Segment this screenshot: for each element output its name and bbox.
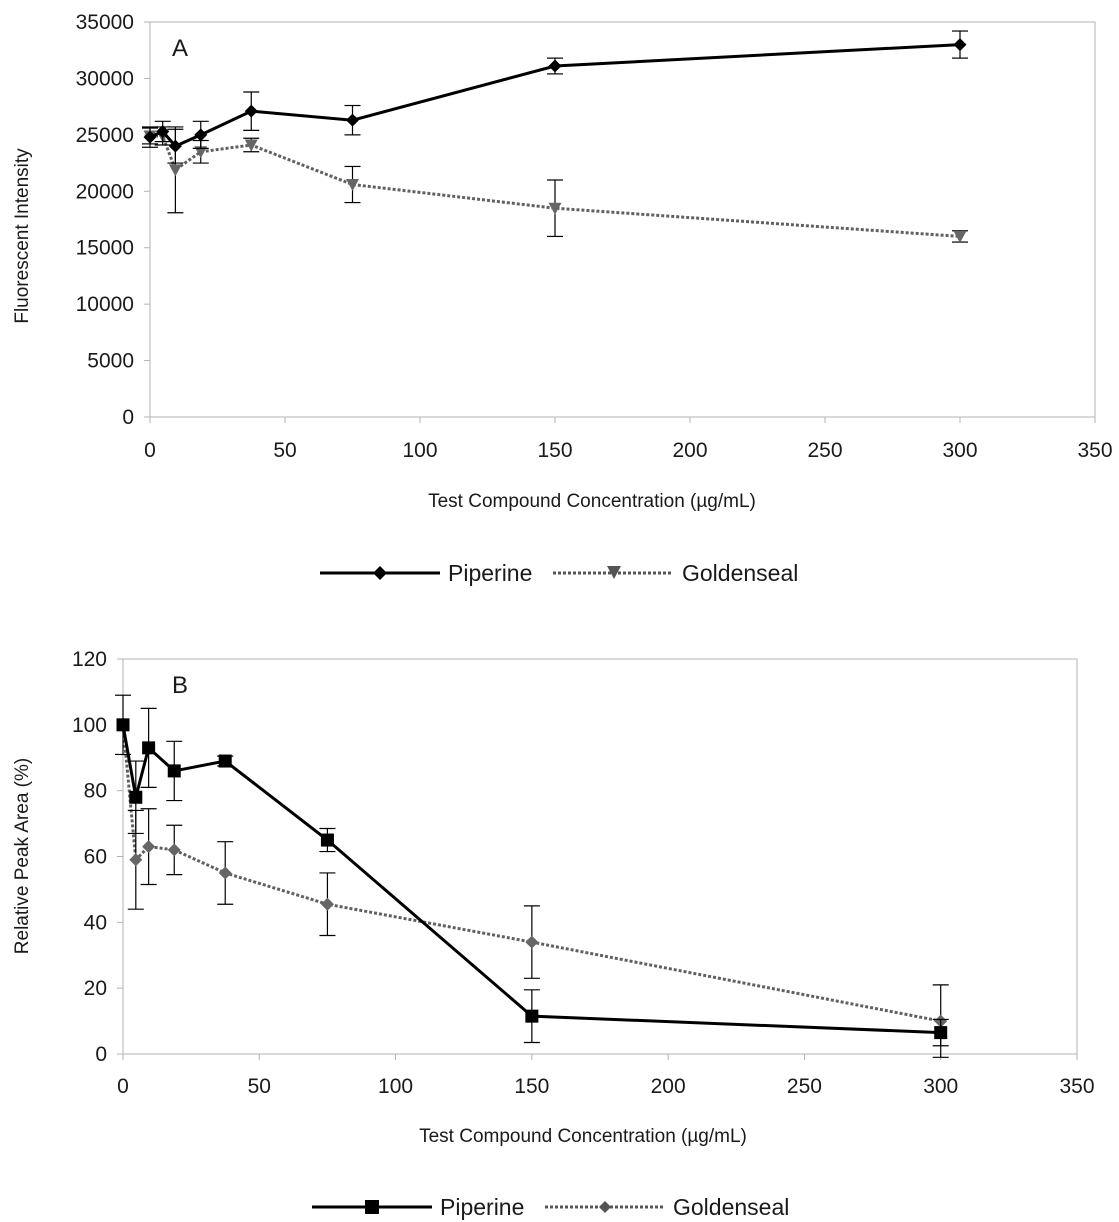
x-tick-label: 150 bbox=[514, 1075, 549, 1098]
y-tick-label: 25000 bbox=[76, 124, 134, 147]
data-point-piperine bbox=[525, 1009, 539, 1023]
y-axis-ticks: 0 20 40 60 80 100 120 bbox=[72, 648, 123, 1066]
y-tick-label: 40 bbox=[84, 911, 107, 934]
x-tick-label: 100 bbox=[378, 1075, 413, 1098]
x-axis-ticks: 0 50 100 150 200 250 300 350 bbox=[144, 417, 1113, 462]
plot-area-frame bbox=[122, 658, 1078, 1055]
y-tick-label: 0 bbox=[122, 406, 134, 429]
data-point-goldenseal bbox=[525, 935, 539, 949]
legend-label-piperine: Piperine bbox=[440, 1194, 524, 1220]
data-point-piperine bbox=[142, 741, 156, 755]
x-tick-label: 200 bbox=[672, 439, 707, 462]
data-point-goldenseal bbox=[346, 179, 359, 192]
data-point-goldenseal bbox=[244, 139, 258, 152]
y-axis-title: Fluorescent Intensity bbox=[12, 148, 33, 324]
data-point-piperine bbox=[194, 128, 208, 142]
legend-label-piperine: Piperine bbox=[448, 560, 532, 586]
x-tick-label: 100 bbox=[402, 439, 437, 462]
data-point-goldenseal bbox=[194, 146, 208, 159]
y-tick-label: 80 bbox=[84, 780, 107, 803]
x-tick-label: 0 bbox=[117, 1075, 129, 1098]
x-tick-label: 150 bbox=[537, 439, 572, 462]
x-tick-label: 350 bbox=[1077, 439, 1112, 462]
legend-marker-piperine bbox=[365, 1200, 379, 1214]
data-point-piperine bbox=[244, 104, 258, 118]
panel-label: A bbox=[172, 35, 188, 62]
data-point-goldenseal bbox=[548, 202, 562, 215]
data-point-piperine bbox=[129, 790, 143, 804]
data-point-piperine bbox=[156, 124, 170, 138]
data-point-goldenseal bbox=[320, 897, 334, 911]
y-tick-label: 30000 bbox=[76, 67, 134, 90]
data-point-piperine bbox=[320, 833, 334, 847]
chart-panel-b: B Relative Peak Area (%) Test Compound C… bbox=[12, 648, 1095, 1220]
series-line-goldenseal bbox=[150, 134, 961, 238]
series-line-piperine bbox=[121, 724, 941, 1035]
data-point-piperine bbox=[934, 1026, 948, 1040]
y-tick-label: 100 bbox=[72, 714, 107, 737]
data-point-goldenseal bbox=[167, 843, 181, 857]
x-tick-label: 0 bbox=[144, 439, 156, 462]
plot-area-frame bbox=[149, 21, 1096, 418]
legend-marker-goldenseal bbox=[599, 1201, 611, 1213]
x-tick-label: 350 bbox=[1059, 1075, 1094, 1098]
x-axis-ticks: 0 50 100 150 200 250 300 350 bbox=[117, 1054, 1095, 1098]
legend-marker-piperine bbox=[373, 566, 387, 580]
panel-label: B bbox=[172, 672, 188, 699]
x-axis-title: Test Compound Concentration (µg/mL) bbox=[428, 491, 756, 512]
x-tick-label: 200 bbox=[651, 1075, 686, 1098]
y-tick-label: 20 bbox=[84, 977, 107, 1000]
series-piperine bbox=[115, 694, 949, 1047]
y-axis-title: Relative Peak Area (%) bbox=[12, 758, 33, 954]
data-point-piperine bbox=[167, 764, 181, 778]
y-tick-label: 0 bbox=[95, 1043, 107, 1066]
x-tick-label: 250 bbox=[787, 1075, 822, 1098]
data-point-goldenseal bbox=[218, 866, 232, 880]
y-tick-label: 35000 bbox=[76, 11, 134, 34]
data-point-piperine bbox=[218, 754, 232, 768]
y-tick-label: 15000 bbox=[76, 237, 134, 260]
data-point-goldenseal bbox=[168, 164, 182, 177]
chart-panel-a: A Fluorescent Intensity Test Compound Co… bbox=[12, 11, 1113, 586]
x-tick-label: 250 bbox=[807, 439, 842, 462]
x-tick-label: 300 bbox=[942, 439, 977, 462]
x-tick-label: 50 bbox=[273, 439, 296, 462]
series-line-goldenseal bbox=[121, 724, 941, 1023]
data-point-goldenseal bbox=[953, 230, 967, 243]
data-point-goldenseal bbox=[129, 853, 143, 867]
x-tick-label: 300 bbox=[923, 1075, 958, 1098]
y-tick-label: 60 bbox=[84, 846, 107, 869]
y-tick-label: 20000 bbox=[76, 180, 134, 203]
y-tick-label: 5000 bbox=[87, 350, 134, 373]
x-tick-label: 50 bbox=[248, 1075, 271, 1098]
y-axis-ticks: 0 5000 10000 15000 20000 25000 30000 35000 bbox=[76, 11, 150, 429]
y-tick-label: 10000 bbox=[76, 293, 134, 316]
data-point-piperine bbox=[143, 130, 157, 144]
legend-marker-goldenseal bbox=[607, 566, 621, 579]
y-tick-label: 120 bbox=[72, 648, 107, 671]
data-point-piperine bbox=[168, 139, 182, 153]
data-point-piperine bbox=[346, 113, 359, 127]
series-layer bbox=[142, 30, 968, 243]
series-piperine bbox=[142, 30, 968, 164]
x-axis-title: Test Compound Concentration (µg/mL) bbox=[419, 1126, 747, 1147]
data-point-piperine bbox=[548, 59, 562, 73]
legend-label-goldenseal: Goldenseal bbox=[682, 560, 798, 586]
legend-label-goldenseal: Goldenseal bbox=[673, 1194, 789, 1220]
data-point-goldenseal bbox=[142, 840, 156, 854]
data-point-piperine bbox=[116, 718, 130, 732]
legend: Piperine Goldenseal bbox=[312, 1194, 789, 1220]
data-point-piperine bbox=[953, 38, 967, 52]
legend: Piperine Goldenseal bbox=[320, 560, 798, 586]
series-goldenseal bbox=[116, 718, 949, 1058]
series-layer bbox=[115, 694, 949, 1058]
